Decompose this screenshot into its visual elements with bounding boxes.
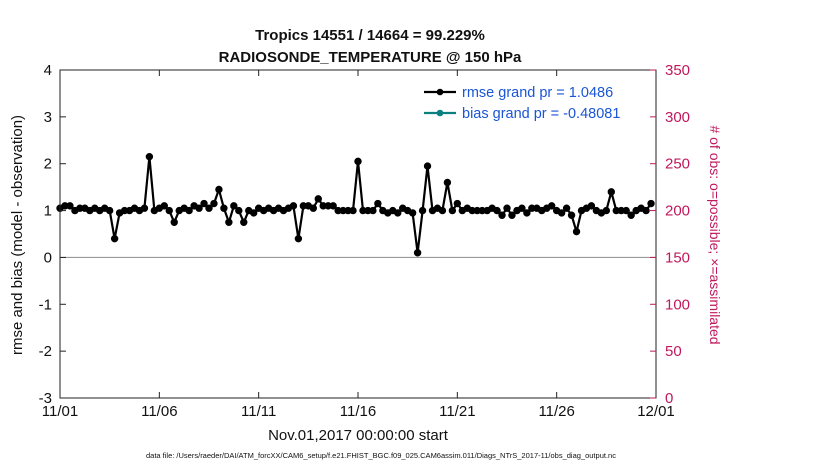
series-rmse-point xyxy=(210,199,218,208)
legend-rmse-label: rmse grand pr = 1.0486 xyxy=(462,85,613,101)
series-rmse-point xyxy=(423,162,432,170)
legend-rmse-marker xyxy=(436,88,444,96)
x-tick-label: 11/01 xyxy=(42,403,78,420)
series-rmse-point xyxy=(200,199,208,208)
y-tick-label: -2 xyxy=(39,343,52,360)
series-rmse-point xyxy=(508,211,516,219)
series-rmse-point xyxy=(443,178,452,187)
series-rmse-point xyxy=(66,202,74,210)
chart-subtitle: RADIOSONDE_TEMPERATURE @ 150 hPa xyxy=(219,49,522,66)
series-rmse-point xyxy=(354,157,362,166)
y-tick-label: 4 xyxy=(44,62,52,79)
series-rmse-point xyxy=(205,204,213,212)
y-tick-label: 0 xyxy=(44,249,52,266)
y-right-tick-label: 250 xyxy=(665,156,690,173)
y-tick-label: -3 xyxy=(39,390,52,407)
chart-title: Tropics 14551 / 14664 = 99.229% xyxy=(255,27,485,44)
series-rmse-point xyxy=(394,209,402,217)
series-rmse-point xyxy=(110,234,119,243)
x-tick-label: 11/11 xyxy=(241,403,276,420)
series-rmse-point xyxy=(249,209,258,217)
legend-bias-label: bias grand pr = -0.48081 xyxy=(462,106,620,122)
series-rmse-point xyxy=(329,202,337,210)
legend-box xyxy=(418,80,650,124)
y-right-tick-label: 350 xyxy=(665,62,690,79)
series-rmse-line xyxy=(59,155,652,254)
series-rmse-point xyxy=(349,206,357,215)
y-tick-label: 3 xyxy=(44,109,52,126)
x-tick-label: 12/01 xyxy=(637,403,675,420)
series-rmse-point xyxy=(607,188,615,196)
legend-bias-marker xyxy=(436,109,444,117)
y-right-tick-label: 0 xyxy=(665,390,673,407)
x-tick-label: 11/26 xyxy=(538,403,574,420)
y-right-tick-label: 50 xyxy=(665,343,682,360)
y-axis-label: rmse and bias (model - observation) xyxy=(9,115,26,355)
series-rmse-point xyxy=(587,202,596,210)
series-rmse-point xyxy=(294,234,303,243)
series-rmse-point xyxy=(235,206,243,215)
plot-area: -3 -2 -1 0 1 2 3 4 0 50 100 150 200 250 300 350 11/01 11/… xyxy=(39,62,690,420)
series-rmse-point xyxy=(567,211,576,219)
x-tick-label: 11/06 xyxy=(141,403,177,420)
y-right-tick-label: 150 xyxy=(665,249,690,266)
series-rmse-point xyxy=(289,202,298,210)
series-rmse-point xyxy=(185,206,193,215)
series-rmse-point xyxy=(105,206,114,215)
series-rmse-point xyxy=(642,206,650,215)
series-rmse-point xyxy=(230,202,238,210)
series-rmse-point xyxy=(418,206,427,215)
series-rmse-point xyxy=(557,209,566,217)
x-tick-label: 11/16 xyxy=(340,403,376,420)
series-rmse-point xyxy=(215,185,223,194)
legend: rmse grand pr = 1.0486 bias grand pr = -0… xyxy=(418,80,650,124)
series-rmse-point xyxy=(413,249,422,257)
series-rmse-point xyxy=(503,204,511,212)
series-rmse-point xyxy=(627,211,635,219)
series-rmse xyxy=(56,152,655,257)
series-rmse-point xyxy=(309,204,317,212)
x-tick-label: 11/21 xyxy=(439,403,475,420)
y-right-tick-label: 100 xyxy=(665,296,690,313)
series-rmse-point xyxy=(165,206,173,215)
series-rmse-point xyxy=(160,202,168,210)
series-rmse-point xyxy=(523,209,531,217)
y-right-tick-label: 200 xyxy=(665,203,690,220)
series-rmse-point xyxy=(548,202,556,210)
series-rmse-point xyxy=(493,206,501,215)
series-rmse-point xyxy=(498,211,506,219)
series-rmse-point xyxy=(622,206,630,215)
series-rmse-point xyxy=(369,206,377,215)
data-file-footnote: data file: /Users/raeder/DAI/ATM_forcXX/… xyxy=(146,451,616,460)
y-tick-label: 1 xyxy=(44,203,52,220)
series-rmse-point xyxy=(602,206,611,215)
x-axis-label: Nov.01,2017 00:00:00 start xyxy=(268,427,449,444)
series-rmse-point xyxy=(140,204,149,212)
series-rmse-point xyxy=(647,199,655,208)
series-rmse-point xyxy=(438,206,447,215)
y-right-tick-label: 300 xyxy=(665,109,690,126)
y-axis-label-right: # of obs: o=possible; ×=assimilated xyxy=(707,125,723,344)
series-rmse-point xyxy=(562,204,571,212)
series-rmse-point xyxy=(453,199,462,208)
series-rmse-point xyxy=(314,195,322,203)
series-rmse-point xyxy=(408,209,417,217)
series-rmse-point xyxy=(220,204,228,212)
y-tick-label: -1 xyxy=(39,296,52,313)
series-rmse-point xyxy=(195,204,203,212)
series-rmse-point xyxy=(225,218,233,226)
series-rmse-point xyxy=(518,204,526,212)
series-rmse-point xyxy=(374,199,382,208)
y-tick-label: 2 xyxy=(44,156,52,173)
series-rmse-point xyxy=(448,206,457,215)
series-rmse-point xyxy=(145,152,154,161)
series-rmse-point xyxy=(240,218,248,226)
series-rmse-point xyxy=(572,227,581,236)
series-rmse-point xyxy=(170,218,178,226)
